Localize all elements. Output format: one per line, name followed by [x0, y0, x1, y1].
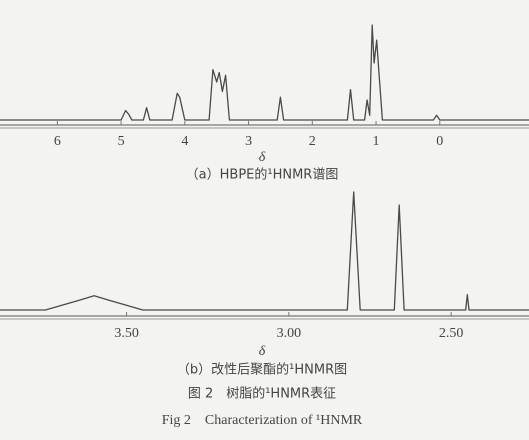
figure-caption-cn: 图 2 树脂的¹HNMR表征	[188, 386, 336, 402]
x-axis-label: δ	[259, 344, 266, 359]
x-tick-label: 2.50	[439, 326, 464, 341]
x-tick-label: 4	[181, 134, 188, 149]
spectrum-line	[0, 24, 529, 121]
figure-caption-en: Fig 2 Characterization of ¹HNMR	[162, 413, 363, 428]
x-axis-label: δ	[259, 150, 266, 165]
caption: （b）改性后聚酯的¹HNMR图	[177, 362, 347, 378]
x-tick-label: 0	[436, 134, 443, 149]
x-tick-label: 2	[309, 134, 316, 149]
x-tick-label: 5	[118, 134, 125, 149]
x-tick-label: 3.50	[114, 326, 139, 341]
spectrum-line	[0, 191, 529, 311]
x-tick-label: 1	[373, 134, 380, 149]
caption: （a）HBPE的¹HNMR谱图	[186, 167, 339, 183]
x-tick-label: 3	[245, 134, 252, 149]
x-tick-label: 6	[54, 134, 61, 149]
x-tick-label: 3.00	[277, 326, 302, 341]
